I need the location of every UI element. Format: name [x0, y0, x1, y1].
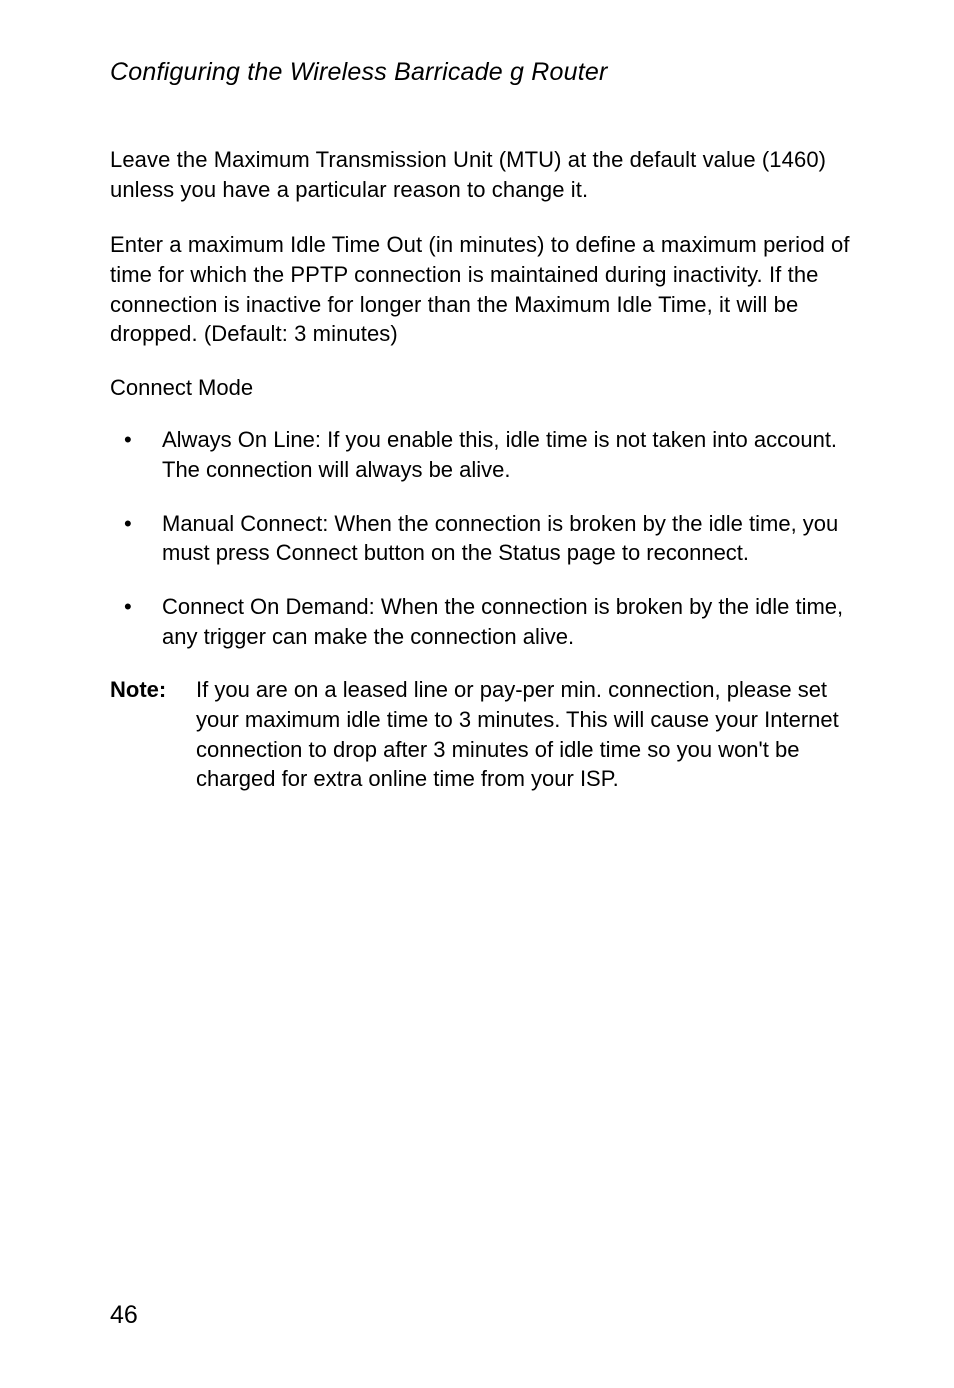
page-header-title: Configuring the Wireless Barricade g Rou… [110, 58, 854, 87]
note-label: Note: [110, 675, 196, 794]
connect-mode-list: Always On Line: If you enable this, idle… [110, 425, 854, 651]
section-label-connect-mode: Connect Mode [110, 375, 854, 401]
paragraph-idle-timeout: Enter a maximum Idle Time Out (in minute… [110, 230, 854, 349]
note-text: If you are on a leased line or pay-per m… [196, 675, 854, 794]
list-item: Always On Line: If you enable this, idle… [110, 425, 854, 484]
page-number: 46 [110, 1301, 138, 1330]
list-item: Manual Connect: When the connection is b… [110, 509, 854, 568]
document-page: Configuring the Wireless Barricade g Rou… [0, 0, 954, 1388]
paragraph-mtu: Leave the Maximum Transmission Unit (MTU… [110, 145, 854, 204]
note-block: Note: If you are on a leased line or pay… [110, 675, 854, 794]
list-item: Connect On Demand: When the connection i… [110, 592, 854, 651]
